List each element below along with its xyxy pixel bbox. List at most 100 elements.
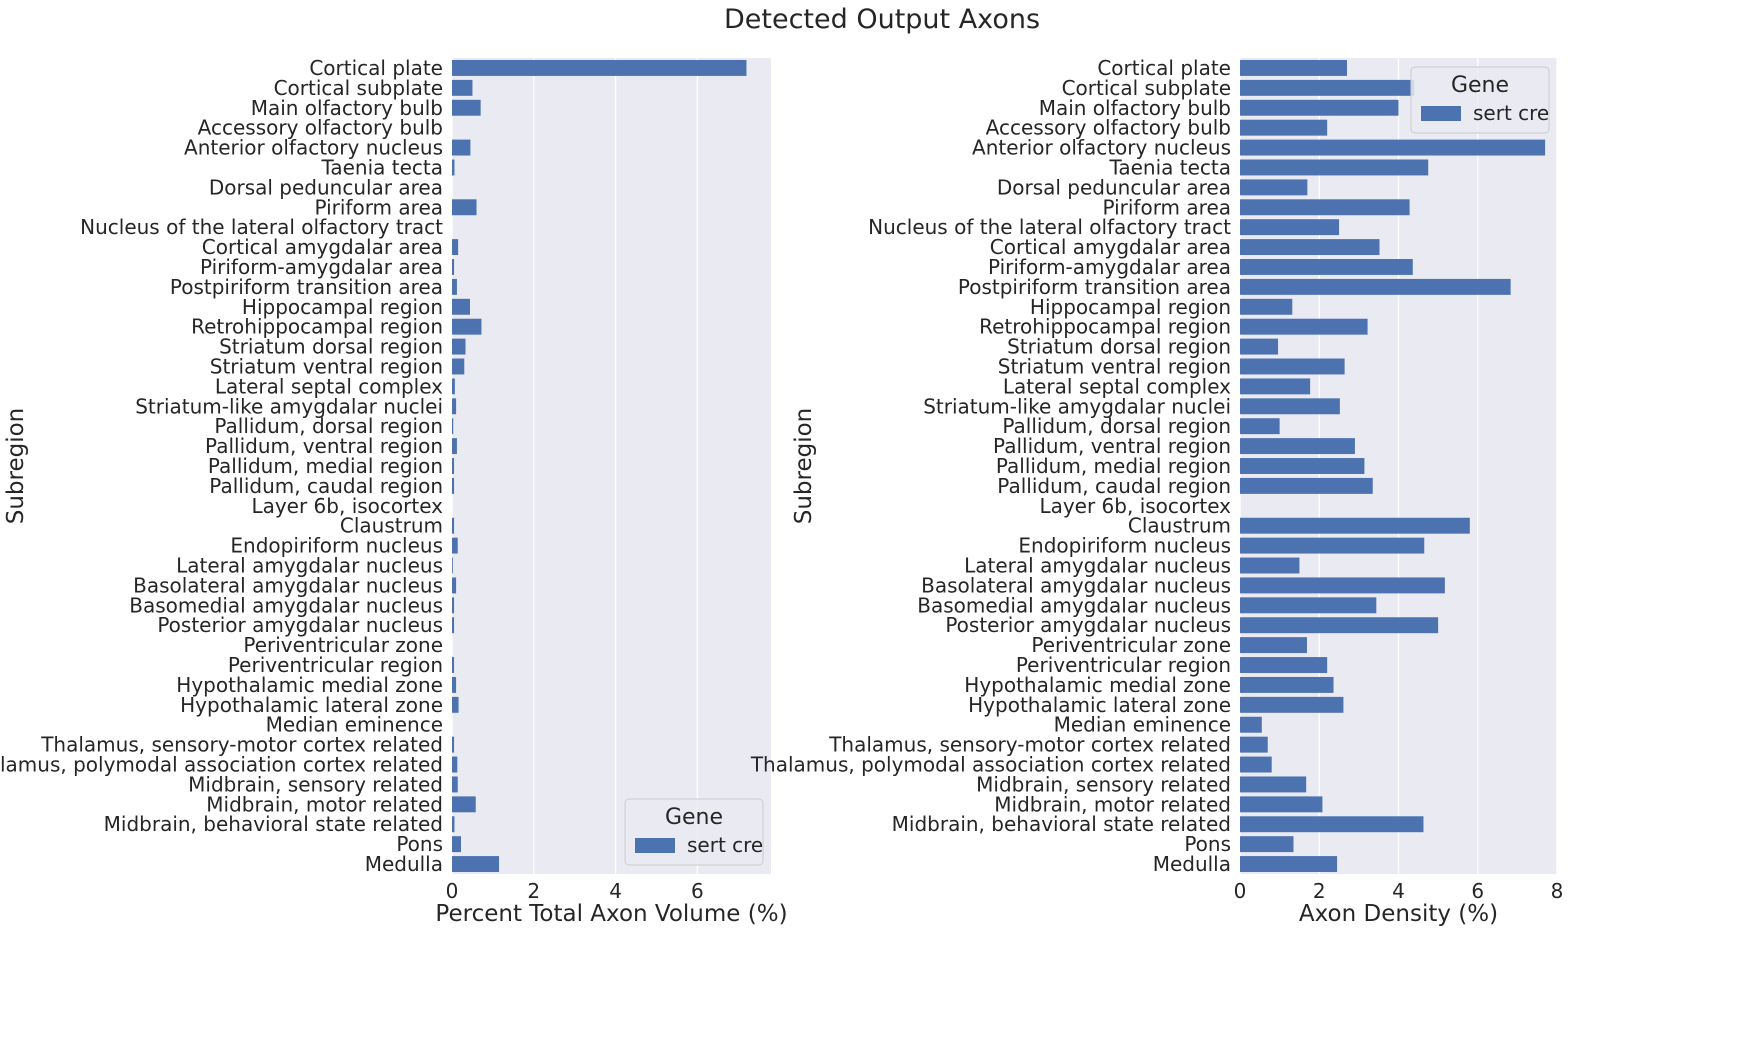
y-tick-label: Basomedial amygdalar nucleus xyxy=(917,593,1231,617)
bar xyxy=(1240,617,1439,634)
x-tick-label: 2 xyxy=(527,879,540,903)
bar xyxy=(452,836,461,853)
bar xyxy=(1240,139,1546,156)
y-tick-label: Postpiriform transition area xyxy=(958,275,1231,299)
bar xyxy=(452,278,457,295)
legend: Gene sert cre xyxy=(624,798,764,866)
y-tick-label: Basolateral amygdalar nucleus xyxy=(921,573,1231,597)
bar xyxy=(452,338,466,355)
bar xyxy=(1240,79,1415,96)
bar xyxy=(452,676,457,693)
x-tick-label: 6 xyxy=(691,879,704,903)
bar xyxy=(452,736,455,753)
y-tick-label: Hypothalamic medial zone xyxy=(964,673,1231,697)
bar xyxy=(1240,159,1429,176)
legend-title: Gene xyxy=(1451,73,1509,98)
y-tick-label: Layer 6b, isocortex xyxy=(251,494,443,518)
y-tick-label: Piriform-amygdalar area xyxy=(988,255,1231,279)
bar xyxy=(1240,776,1307,793)
y-tick-label: Striatum-like amygdalar nuclei xyxy=(135,394,443,418)
bar xyxy=(452,159,455,176)
bar xyxy=(1240,577,1445,594)
y-tick-label: Hypothalamic medial zone xyxy=(176,673,443,697)
bar xyxy=(452,318,482,335)
y-tick-label: Dorsal peduncular area xyxy=(997,175,1231,199)
y-tick-label: Medulla xyxy=(1153,852,1231,876)
bar xyxy=(1240,637,1307,654)
bar xyxy=(452,418,454,435)
y-tick-label: Median eminence xyxy=(1054,713,1231,737)
bar xyxy=(452,756,458,773)
y-tick-label: Layer 6b, isocortex xyxy=(1039,494,1231,518)
y-tick-label: Main olfactory bulb xyxy=(251,96,443,120)
y-tick-label: Midbrain, behavioral state related xyxy=(104,812,443,836)
y-tick-label: Piriform area xyxy=(1102,195,1231,219)
y-tick-label: Striatum ventral region xyxy=(998,354,1231,378)
y-tick-label: Taenia tecta xyxy=(1108,155,1231,179)
y-tick-label: Pons xyxy=(396,832,443,856)
y-axis-label: Subregion xyxy=(791,408,817,525)
y-tick-label: Lateral amygdalar nucleus xyxy=(176,554,443,578)
y-tick-label: Anterior olfactory nucleus xyxy=(972,136,1231,160)
chart-title: Detected Output Axons xyxy=(724,4,1040,35)
y-tick-label: Striatum ventral region xyxy=(210,354,443,378)
bar xyxy=(452,298,470,315)
bar xyxy=(1240,278,1511,295)
bar xyxy=(1240,199,1410,216)
bar xyxy=(1240,358,1345,375)
bar xyxy=(1240,816,1424,833)
bar xyxy=(1240,99,1399,116)
bar xyxy=(452,99,481,116)
y-tick-label: Pallidum, caudal region xyxy=(209,474,443,498)
bar xyxy=(452,79,473,96)
y-tick-label: Hypothalamic lateral zone xyxy=(968,693,1231,717)
y-tick-label: Midbrain, sensory related xyxy=(188,772,443,796)
bar xyxy=(452,239,459,256)
y-tick-label: Hypothalamic lateral zone xyxy=(180,693,443,717)
legend-swatch xyxy=(1421,106,1461,121)
y-tick-label: Lateral amygdalar nucleus xyxy=(964,554,1231,578)
bar xyxy=(452,856,500,873)
y-tick-label: Dorsal peduncular area xyxy=(209,175,443,199)
x-axis-label: Percent Total Axon Volume (%) xyxy=(435,901,787,927)
bar xyxy=(1240,179,1308,196)
y-tick-label: Thalamus, sensory-motor cortex related xyxy=(40,733,443,757)
y-tick-label: Retrohippocampal region xyxy=(191,315,443,339)
legend-entry: sert cre xyxy=(1473,101,1549,125)
bar xyxy=(1240,676,1334,693)
y-tick-label: Midbrain, motor related xyxy=(994,792,1231,816)
bar xyxy=(452,378,455,395)
bar xyxy=(452,458,455,474)
x-axis-label: Axon Density (%) xyxy=(1299,901,1498,927)
bar xyxy=(1240,318,1368,335)
bar xyxy=(452,398,457,415)
bar xyxy=(1240,398,1340,415)
x-tick-label: 8 xyxy=(1551,879,1564,903)
bar xyxy=(452,199,477,216)
x-tick-label: 4 xyxy=(609,879,622,903)
bar xyxy=(452,577,457,594)
y-tick-label: Periventricular region xyxy=(1016,653,1231,677)
y-tick-label: Posterior amygdalar nucleus xyxy=(945,613,1231,637)
y-tick-label: Nucleus of the lateral olfactory tract xyxy=(868,215,1231,239)
bar xyxy=(452,776,458,793)
bar xyxy=(452,59,747,76)
bar xyxy=(452,259,455,275)
bar xyxy=(1240,856,1338,873)
y-tick-label: Periventricular zone xyxy=(243,633,443,657)
y-tick-label: Thalamus, polymodal association cortex r… xyxy=(0,753,443,777)
bar xyxy=(452,696,459,713)
x-tick-label: 2 xyxy=(1313,879,1326,903)
bar xyxy=(452,537,458,554)
plot-area xyxy=(452,58,771,874)
bar xyxy=(452,597,455,614)
y-tick-label: Accessory olfactory bulb xyxy=(198,116,443,140)
bar xyxy=(1240,716,1262,733)
y-tick-label: Median eminence xyxy=(266,713,443,737)
bar xyxy=(1240,219,1340,236)
bar xyxy=(1240,537,1425,554)
y-tick-label: Periventricular region xyxy=(228,653,443,677)
y-tick-label: Cortical subplate xyxy=(274,76,443,100)
